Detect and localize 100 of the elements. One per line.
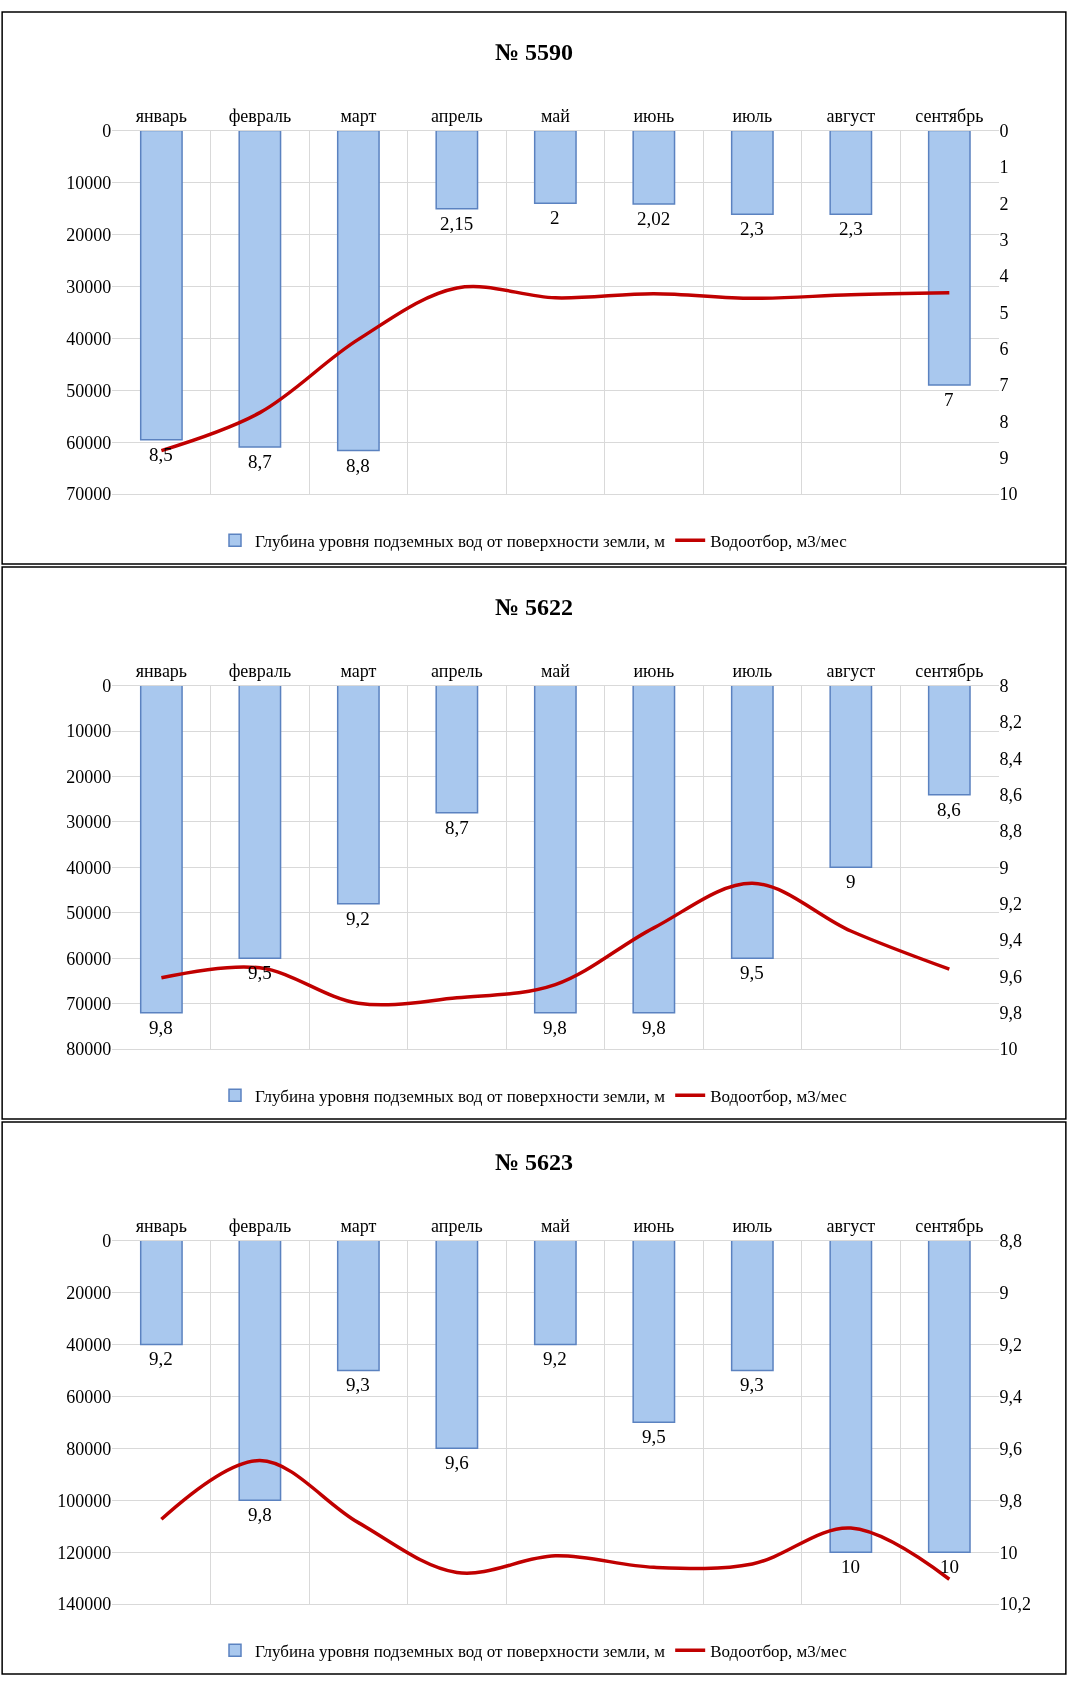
data-label: 2,3: [740, 218, 764, 239]
y-tick-label: 0: [102, 120, 112, 141]
x-tick-label: сентябрь: [915, 1216, 984, 1237]
y-tick-label: 80000: [66, 1438, 112, 1459]
x-tick-label: сентябрь: [915, 661, 984, 682]
data-label: 9,3: [346, 1374, 370, 1395]
y-tick-label: 30000: [66, 276, 112, 297]
bar: [927, 130, 971, 386]
data-label: 9,3: [740, 1374, 764, 1395]
x-tick-label: июнь: [633, 106, 675, 127]
y-tick-label: 0: [102, 1230, 112, 1251]
y-tick-label: 20000: [66, 766, 112, 787]
x-tick-label: февраль: [228, 661, 292, 682]
data-label: 2,15: [440, 213, 474, 234]
x-tick-label: июль: [732, 661, 773, 682]
data-label: 9,5: [642, 1426, 666, 1447]
y-tick-label: 50000: [66, 903, 112, 924]
x-tick-label: май: [540, 661, 571, 682]
y2-tick-label: 9,6: [999, 1438, 1023, 1459]
data-label: 9,2: [543, 1348, 567, 1369]
y2-tick-label: 8,4: [999, 748, 1023, 769]
x-tick-label: июль: [732, 106, 773, 127]
x-tick-label: август: [826, 1216, 876, 1237]
y-tick-label: 60000: [66, 948, 112, 969]
bar: [336, 130, 380, 452]
data-label: 2,3: [839, 218, 863, 239]
y2-tick-label: 5: [999, 302, 1009, 323]
x-tick-label: апрель: [431, 1216, 483, 1237]
bar: [435, 130, 479, 210]
y-tick-label: 120000: [57, 1542, 112, 1563]
y2-tick-label: 9: [999, 857, 1009, 878]
data-label: 9,2: [149, 1348, 173, 1369]
y2-tick-label: 9,4: [999, 1386, 1023, 1407]
y2-tick-label: 9,6: [999, 966, 1023, 987]
x-tick-label: май: [540, 1216, 571, 1237]
y2-tick-label: 9,8: [999, 1003, 1023, 1024]
x-tick-label: май: [540, 106, 571, 127]
y2-tick-label: 9,2: [999, 894, 1023, 915]
y-tick-label: 70000: [66, 994, 112, 1015]
y-tick-label: 20000: [66, 224, 112, 245]
y2-tick-label: 6: [999, 339, 1009, 360]
data-label: 8,6: [937, 799, 961, 820]
chart-title: № 5590: [495, 39, 574, 65]
y2-tick-label: 9: [999, 448, 1009, 469]
x-tick-label: июнь: [633, 661, 675, 682]
x-tick-label: август: [826, 661, 876, 682]
data-label: 7: [944, 389, 954, 410]
y-tick-label: 30000: [66, 812, 112, 833]
data-label: 2: [550, 207, 560, 228]
data-label: 9,8: [149, 1017, 173, 1038]
x-tick-label: февраль: [228, 1216, 292, 1237]
y-tick-label: 20000: [66, 1282, 112, 1303]
y2-tick-label: 0: [999, 120, 1009, 141]
x-tick-label: сентябрь: [915, 106, 984, 127]
y-tick-label: 40000: [66, 328, 112, 349]
legend-label: Водоотбор, м3/мес: [710, 1641, 848, 1661]
x-tick-label: апрель: [431, 106, 483, 127]
x-tick-label: январь: [135, 106, 188, 127]
data-label: 8,5: [149, 444, 173, 465]
y2-tick-label: 9,8: [999, 1490, 1023, 1511]
y2-tick-label: 9,2: [999, 1334, 1023, 1355]
x-tick-label: январь: [135, 661, 188, 682]
x-tick-label: апрель: [431, 661, 483, 682]
y2-tick-label: 4: [999, 266, 1009, 287]
y2-tick-label: 8: [999, 675, 1009, 696]
x-tick-label: март: [340, 661, 377, 682]
y-tick-label: 40000: [66, 1334, 112, 1355]
legend-label: Водоотбор, м3/мес: [710, 1086, 848, 1106]
y2-tick-label: 10,2: [999, 1594, 1032, 1615]
x-tick-label: август: [826, 106, 876, 127]
y-tick-label: 60000: [66, 432, 112, 453]
y-tick-label: 100000: [57, 1490, 112, 1511]
bar: [632, 130, 676, 205]
y2-tick-label: 8,8: [999, 1230, 1023, 1251]
data-label: 2,02: [637, 208, 671, 229]
y2-tick-label: 9: [999, 1282, 1009, 1303]
y-tick-label: 60000: [66, 1386, 112, 1407]
bar: [533, 130, 577, 205]
data-label: 9,5: [740, 962, 764, 983]
chart-title: № 5622: [495, 594, 574, 620]
x-tick-label: март: [340, 106, 377, 127]
y2-tick-label: 8,2: [999, 712, 1023, 733]
y-tick-label: 140000: [57, 1594, 112, 1615]
data-label: 9,6: [445, 1452, 469, 1473]
bar: [829, 130, 873, 215]
y2-tick-label: 3: [999, 229, 1009, 250]
legend-label: Глубина уровня подземных вод от поверхности земли, м: [255, 1641, 666, 1661]
x-tick-label: март: [340, 1216, 377, 1237]
legend-label: Глубина уровня подземных вод от поверхности земли, м: [255, 531, 666, 551]
data-label: 8,7: [248, 451, 272, 472]
data-label: 8,7: [445, 817, 469, 838]
legend-label: Глубина уровня подземных вод от поверхности земли, м: [255, 1086, 666, 1106]
x-tick-label: февраль: [228, 106, 292, 127]
data-label: 10: [940, 1556, 959, 1577]
x-tick-label: январь: [135, 1216, 188, 1237]
y-tick-label: 10000: [66, 172, 112, 193]
data-label: 9: [846, 871, 856, 892]
legend-label: Водоотбор, м3/мес: [710, 531, 848, 551]
y2-tick-label: 8,8: [999, 821, 1023, 842]
chart-title: № 5623: [495, 1149, 574, 1175]
